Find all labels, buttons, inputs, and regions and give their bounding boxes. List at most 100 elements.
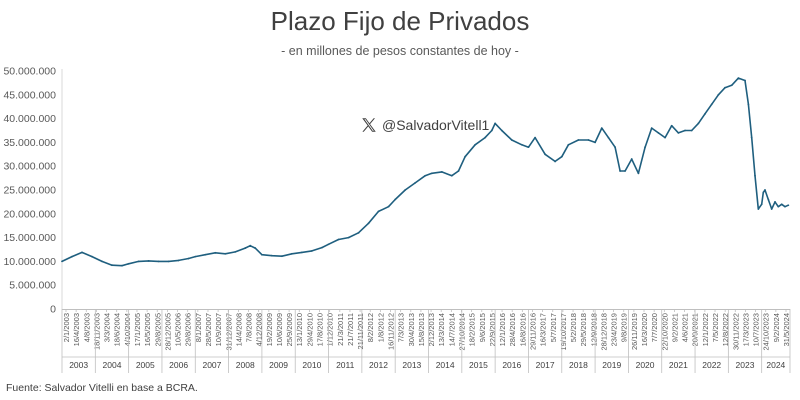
x-date-label: 29/8/2006: [184, 313, 193, 346]
data-point: [81, 251, 83, 254]
data-point: [614, 146, 616, 149]
data-point: [677, 131, 680, 134]
y-tick-label: 30.000.000: [3, 161, 56, 173]
x-date-label: 26/11/2019: [630, 313, 639, 350]
data-point: [474, 143, 477, 146]
data-point: [484, 136, 487, 139]
x-date-label: 3/3/2004: [103, 313, 112, 342]
data-point: [457, 170, 460, 172]
year-label: 2005: [136, 360, 155, 370]
data-point: [780, 203, 783, 206]
data-point: [121, 264, 123, 267]
data-point: [724, 86, 726, 89]
x-date-label: 4/6/2021: [681, 313, 690, 342]
x-date-label: 29/8/2005: [153, 313, 162, 346]
y-tick-label: 35.000.000: [3, 137, 56, 149]
data-point: [261, 253, 263, 256]
data-point: [744, 79, 746, 82]
data-point: [784, 205, 786, 208]
x-date-label: 22/9/2015: [488, 313, 497, 346]
x-date-label: 29/5/2018: [579, 313, 588, 346]
x-date-label: 7/3/2013: [397, 313, 406, 342]
x-date-label: 18/6/2004: [113, 313, 122, 346]
data-point: [650, 127, 653, 130]
data-point: [577, 139, 580, 141]
y-tick-label: 15.000.000: [3, 232, 56, 244]
data-point: [710, 103, 713, 106]
data-point: [61, 260, 63, 263]
data-point: [347, 236, 350, 239]
x-date-label: 14/7/2014: [447, 313, 456, 346]
data-point: [750, 136, 753, 139]
year-label: 2014: [436, 360, 455, 370]
x-date-label: 13/3/2014: [437, 313, 446, 346]
data-point: [101, 260, 103, 263]
data-point: [187, 257, 190, 260]
year-label: 2024: [766, 360, 785, 370]
data-point: [757, 208, 760, 210]
data-point: [777, 205, 780, 208]
data-point: [534, 136, 537, 139]
y-tick-label: 40.000.000: [3, 113, 56, 125]
x-date-label: 21/3/2011: [336, 313, 345, 346]
data-point: [764, 189, 766, 191]
x-date-label: 30/11/2022: [731, 313, 740, 350]
year-label: 2006: [169, 360, 188, 370]
data-point: [760, 203, 763, 206]
x-date-label: 31/5/2024: [782, 313, 791, 346]
year-label: 2022: [702, 360, 721, 370]
data-point: [214, 251, 217, 254]
data-point: [690, 129, 693, 132]
data-point: [91, 255, 93, 258]
data-point: [637, 172, 640, 175]
data-point: [337, 238, 340, 241]
data-point: [280, 255, 283, 258]
data-point: [414, 181, 417, 184]
data-point: [770, 208, 773, 210]
data-point: [624, 170, 626, 172]
year-label: 2009: [269, 360, 288, 370]
x-date-label: 9/8/2019: [620, 313, 629, 342]
x-date-label: 4/10/2004: [123, 313, 132, 346]
data-point: [204, 253, 207, 256]
x-date-label: 18/11/2003: [92, 313, 101, 350]
x-date-label: 13/1/2010: [295, 313, 304, 346]
x-date-label: 12/8/2022: [721, 313, 730, 346]
data-point: [717, 93, 720, 96]
data-point: [194, 255, 197, 258]
x-date-label: 7/5/2022: [711, 313, 720, 342]
x-date-label: 30/4/2013: [407, 313, 416, 346]
x-date-label: 29/11/2016: [528, 313, 537, 350]
year-label: 2020: [636, 360, 655, 370]
data-point: [377, 210, 380, 213]
x-date-label: 28/5/2007: [204, 313, 213, 346]
data-point: [527, 146, 530, 149]
data-point: [300, 251, 303, 254]
data-point: [754, 174, 756, 177]
x-date-label: 18/2/2015: [468, 313, 477, 346]
x-date-label: 12/1/2022: [701, 313, 710, 346]
data-point: [762, 191, 765, 194]
x-date-label: 16/8/2016: [518, 313, 527, 346]
data-point: [157, 260, 160, 263]
x-date-label: 10/9/2007: [214, 313, 223, 346]
x-date-label: 16/11/2012: [387, 313, 396, 350]
x-date-label: 17/1/2005: [133, 313, 142, 346]
year-label: 2011: [336, 360, 355, 370]
x-date-label: 19/10/2017: [559, 313, 568, 351]
data-point: [394, 198, 397, 201]
data-point: [271, 254, 273, 257]
data-point: [600, 127, 603, 130]
data-point: [767, 198, 770, 201]
x-date-label: 9/6/2015: [478, 313, 487, 342]
chart-title: Plazo Fijo de Privados: [270, 6, 530, 36]
data-point: [167, 260, 170, 263]
year-label: 2012: [369, 360, 388, 370]
data-point: [494, 122, 497, 125]
x-date-label: 24/10/2023: [762, 313, 771, 351]
y-tick-label: 10.000.000: [3, 256, 56, 268]
data-point: [594, 141, 596, 144]
year-label: 2015: [469, 360, 488, 370]
data-point: [387, 205, 390, 208]
